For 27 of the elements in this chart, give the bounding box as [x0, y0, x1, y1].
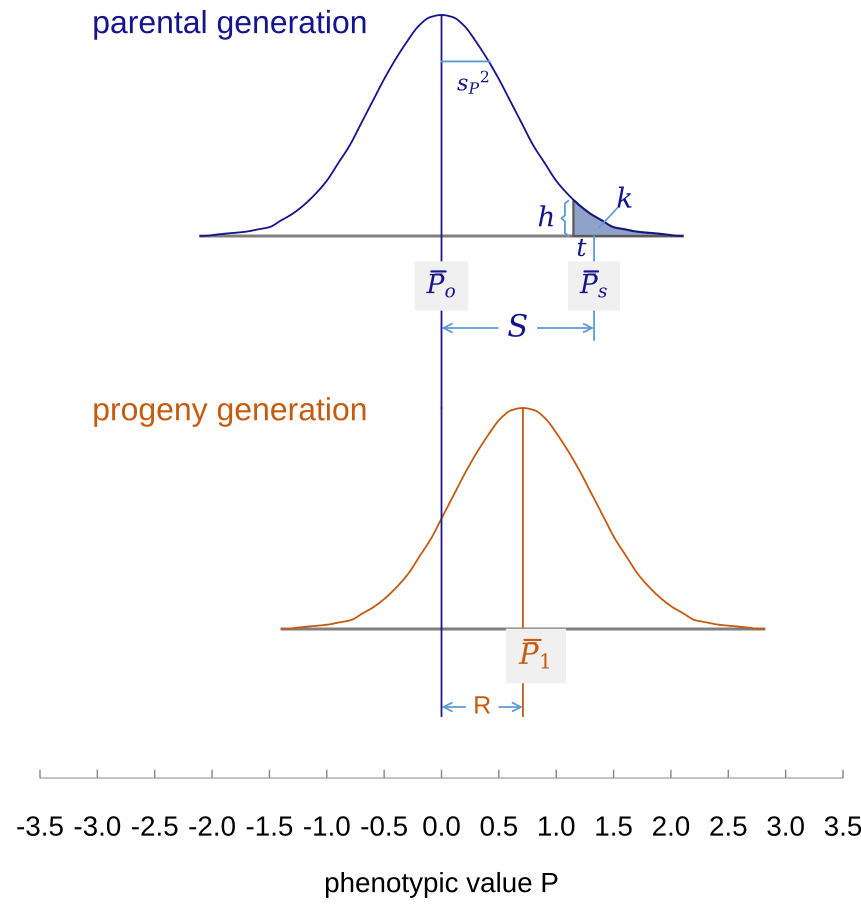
annotation: t: [578, 238, 586, 256]
text: S: [508, 314, 527, 337]
x-tick-label: -2.0: [189, 816, 235, 836]
x-tick-label: 2.0: [653, 816, 690, 836]
x-tick-label: 0.0: [423, 816, 460, 836]
annotation: h: [538, 205, 553, 226]
x-tick-label: 3.0: [767, 816, 804, 836]
x-tick-label: -3.0: [74, 816, 120, 836]
annotation: P̄$_{1}$: [518, 642, 550, 668]
annotation: P̄$_{s}$: [580, 273, 607, 298]
x-tick-label: 1.5: [596, 816, 632, 836]
x-tick-label: -0.5: [361, 816, 407, 836]
text: R: [475, 696, 490, 714]
x-tick-label: 2.5: [710, 816, 746, 836]
annotation: P̄$_{o}$: [426, 273, 455, 298]
x-tick-label: -1.0: [304, 816, 350, 836]
annotation: k: [617, 186, 632, 208]
x-tick-label: -3.5: [17, 816, 63, 836]
x-tick-label: 1.0: [539, 816, 574, 836]
x-tick-label: 0.5: [480, 816, 517, 836]
text: progeny generation: [94, 397, 366, 427]
annotation: s$_{P}$$^{2}$: [457, 70, 488, 94]
x-tick-label: -1.5: [246, 816, 292, 836]
series-label: parental generation: [94, 10, 366, 40]
x-axis-title: phenotypic value P: [326, 872, 558, 898]
x-tick-label: 3.5: [824, 816, 861, 836]
x-tick-label: -2.5: [132, 816, 178, 836]
